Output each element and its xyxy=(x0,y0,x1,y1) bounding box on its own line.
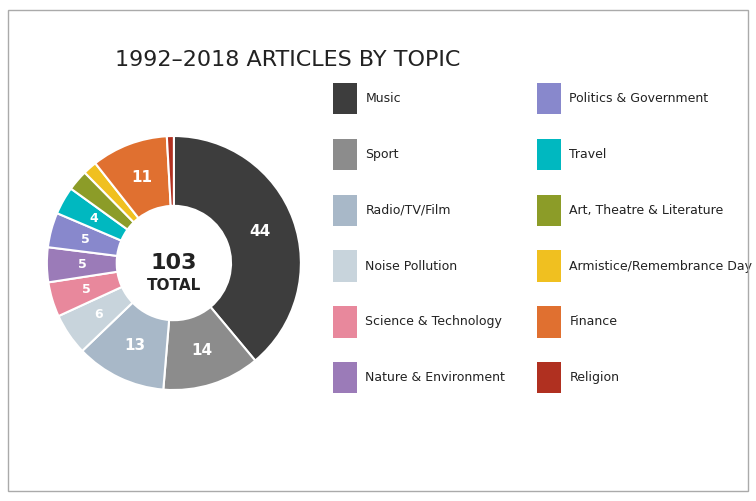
Text: Science & Technology: Science & Technology xyxy=(365,316,502,329)
FancyBboxPatch shape xyxy=(333,83,357,114)
FancyBboxPatch shape xyxy=(333,250,357,282)
Text: Armistice/Remembrance Day: Armistice/Remembrance Day xyxy=(569,260,752,273)
Text: 44: 44 xyxy=(249,224,271,239)
Wedge shape xyxy=(82,303,169,390)
Text: Sport: Sport xyxy=(365,148,399,161)
Wedge shape xyxy=(48,272,122,316)
FancyBboxPatch shape xyxy=(537,362,561,393)
Wedge shape xyxy=(163,307,256,390)
Text: 5: 5 xyxy=(81,232,90,245)
Text: Religion: Religion xyxy=(569,371,619,384)
FancyBboxPatch shape xyxy=(333,139,357,170)
Text: 11: 11 xyxy=(131,170,152,185)
Wedge shape xyxy=(95,136,171,218)
Wedge shape xyxy=(167,136,174,206)
Text: 14: 14 xyxy=(191,343,212,358)
Wedge shape xyxy=(85,163,138,222)
Wedge shape xyxy=(47,247,117,283)
FancyBboxPatch shape xyxy=(537,250,561,282)
Text: Finance: Finance xyxy=(569,316,618,329)
Text: Art, Theatre & Literature: Art, Theatre & Literature xyxy=(569,204,723,217)
Wedge shape xyxy=(71,173,134,229)
Text: TOTAL: TOTAL xyxy=(147,279,201,294)
Text: 4: 4 xyxy=(90,211,98,224)
FancyBboxPatch shape xyxy=(333,306,357,338)
FancyBboxPatch shape xyxy=(537,306,561,338)
Text: Music: Music xyxy=(365,92,401,105)
Text: 1992–2018 ARTICLES BY TOPIC: 1992–2018 ARTICLES BY TOPIC xyxy=(115,50,460,70)
Text: Nature & Environment: Nature & Environment xyxy=(365,371,505,384)
Text: Travel: Travel xyxy=(569,148,607,161)
Wedge shape xyxy=(57,189,128,240)
FancyBboxPatch shape xyxy=(333,362,357,393)
Text: 13: 13 xyxy=(124,338,145,353)
Text: Noise Pollution: Noise Pollution xyxy=(365,260,457,273)
Wedge shape xyxy=(58,287,132,351)
Wedge shape xyxy=(174,136,301,361)
Text: 6: 6 xyxy=(94,308,103,321)
FancyBboxPatch shape xyxy=(537,139,561,170)
FancyBboxPatch shape xyxy=(537,83,561,114)
Text: 5: 5 xyxy=(82,283,91,296)
FancyBboxPatch shape xyxy=(333,194,357,226)
Text: Radio/TV/Film: Radio/TV/Film xyxy=(365,204,451,217)
Text: 103: 103 xyxy=(150,253,197,273)
Text: 5: 5 xyxy=(78,258,87,271)
Text: Politics & Government: Politics & Government xyxy=(569,92,708,105)
Wedge shape xyxy=(48,213,121,256)
FancyBboxPatch shape xyxy=(537,194,561,226)
